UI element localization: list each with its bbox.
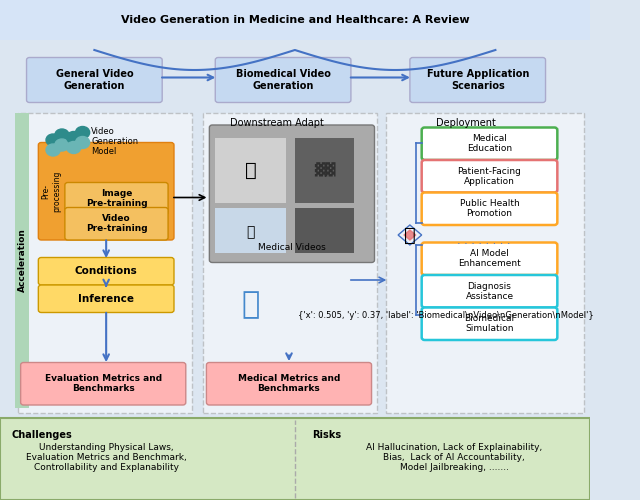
Text: ▓▓: ▓▓ [314, 163, 335, 177]
Text: Diagnosis
Assistance: Diagnosis Assistance [465, 282, 513, 301]
Text: Conditions: Conditions [75, 266, 138, 276]
Circle shape [67, 132, 81, 143]
Circle shape [67, 142, 81, 154]
FancyBboxPatch shape [209, 125, 374, 262]
FancyBboxPatch shape [422, 242, 557, 275]
Text: Acceleration: Acceleration [18, 228, 27, 292]
Bar [15, 112, 29, 408]
Text: Evaluation Metrics and
Benchmarks: Evaluation Metrics and Benchmarks [45, 374, 162, 394]
FancyBboxPatch shape [20, 362, 186, 405]
Circle shape [46, 144, 60, 156]
FancyBboxPatch shape [422, 308, 557, 340]
Text: Video
Pre-training: Video Pre-training [86, 214, 147, 234]
Bar [204, 112, 378, 412]
Text: 🔬: 🔬 [246, 226, 255, 239]
FancyBboxPatch shape [65, 208, 168, 240]
Text: {'x': 0.505, 'y': 0.37, 'label': 'Biomedical\nVideo\nGeneration\nModel'}: {'x': 0.505, 'y': 0.37, 'label': 'Biomed… [298, 310, 593, 320]
FancyBboxPatch shape [65, 182, 168, 215]
Text: General Video
Generation: General Video Generation [56, 69, 133, 91]
FancyBboxPatch shape [38, 285, 174, 312]
Text: Patient-Facing
Application: Patient-Facing Application [458, 166, 522, 186]
FancyBboxPatch shape [410, 58, 545, 102]
Text: Pre-
processing: Pre- processing [42, 171, 61, 212]
Text: Challenges: Challenges [12, 430, 72, 440]
Text: Video Generation in Medicine and Healthcare: A Review: Video Generation in Medicine and Healthc… [120, 15, 469, 25]
FancyBboxPatch shape [38, 258, 174, 285]
Text: Inference: Inference [78, 294, 134, 304]
Text: AI Hallucination, Lack of Explainability,
Bias,  Lack of AI Accountability,
Mode: AI Hallucination, Lack of Explainability… [366, 442, 542, 472]
Text: Downstream Adapt: Downstream Adapt [230, 118, 324, 128]
Bar [18, 112, 191, 412]
Bar [295, 208, 354, 252]
Text: Biomedical Video
Generation: Biomedical Video Generation [236, 69, 330, 91]
Text: Deployment: Deployment [436, 118, 496, 128]
Text: Future Application
Scenarios: Future Application Scenarios [426, 69, 529, 91]
Text: Understanding Physical Laws,
Evaluation Metrics and Benchmark,
Controllability a: Understanding Physical Laws, Evaluation … [26, 442, 186, 472]
Text: Image
Pre-training: Image Pre-training [86, 189, 147, 208]
Text: · · · · · · · ·: · · · · · · · · [457, 239, 510, 249]
Text: 🧠: 🧠 [241, 290, 260, 320]
Text: Public Health
Promotion: Public Health Promotion [460, 199, 520, 218]
Text: 💎: 💎 [404, 226, 416, 244]
Text: Medical Metrics and
Benchmarks: Medical Metrics and Benchmarks [238, 374, 340, 394]
Text: AI Model
Enhancement: AI Model Enhancement [458, 249, 521, 268]
FancyBboxPatch shape [38, 142, 174, 240]
Circle shape [76, 126, 90, 138]
Text: Biomedical
Simulation: Biomedical Simulation [465, 314, 515, 334]
Circle shape [46, 134, 60, 146]
FancyBboxPatch shape [207, 362, 372, 405]
Bar [215, 138, 286, 202]
Bar [295, 138, 354, 202]
FancyBboxPatch shape [215, 58, 351, 102]
FancyBboxPatch shape [422, 128, 557, 160]
Text: Medical Videos: Medical Videos [258, 243, 326, 252]
Polygon shape [404, 230, 416, 240]
Circle shape [55, 139, 69, 151]
Bar [0, 418, 590, 500]
Bar [0, 0, 590, 40]
FancyBboxPatch shape [26, 58, 162, 102]
FancyBboxPatch shape [422, 275, 557, 308]
Circle shape [55, 129, 69, 141]
Text: 🔬: 🔬 [244, 160, 257, 180]
FancyBboxPatch shape [422, 192, 557, 225]
Circle shape [76, 136, 90, 148]
FancyBboxPatch shape [422, 160, 557, 192]
Text: Video
Generation
Model: Video Generation Model [92, 126, 138, 156]
Bar [215, 208, 286, 252]
Text: Medical
Education: Medical Education [467, 134, 512, 154]
Bar [387, 112, 584, 412]
Text: Risks: Risks [312, 430, 342, 440]
